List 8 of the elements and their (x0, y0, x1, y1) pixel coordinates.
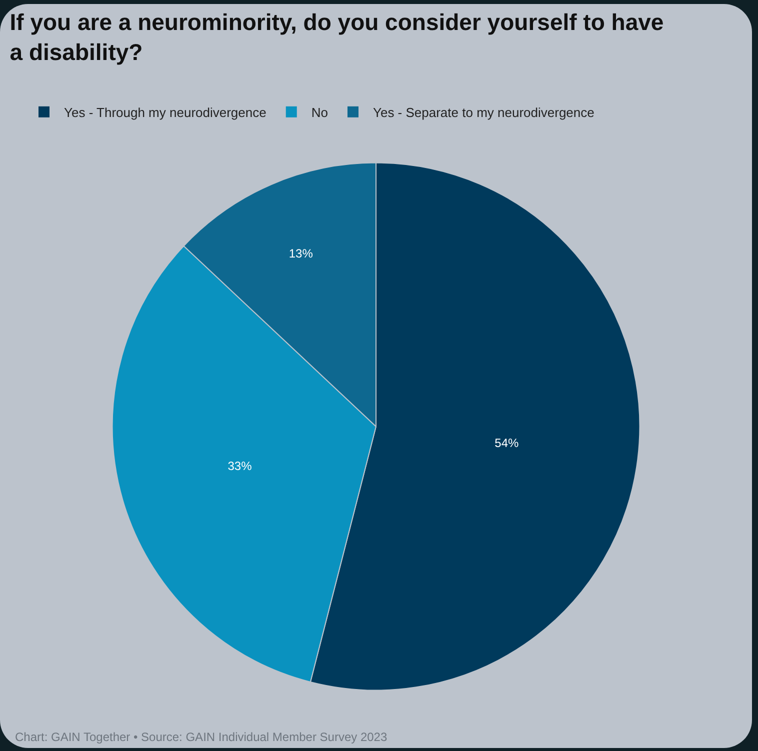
data-label: 13% (288, 246, 314, 260)
legend-label: Yes - Separate to my neurodivergence (372, 104, 594, 120)
legend-label: Yes - Through my neurodivergence (64, 104, 266, 120)
text: Chart: GAIN Together • Source: GAIN Individual Member Survey 2023 (15, 730, 388, 744)
data-label: 54% (494, 436, 519, 450)
data-label: 33% (228, 459, 252, 474)
chart-title: If you are a neurominority, do you consider yourself to have a disability? (10, 9, 664, 65)
legend-label: No (311, 104, 328, 120)
